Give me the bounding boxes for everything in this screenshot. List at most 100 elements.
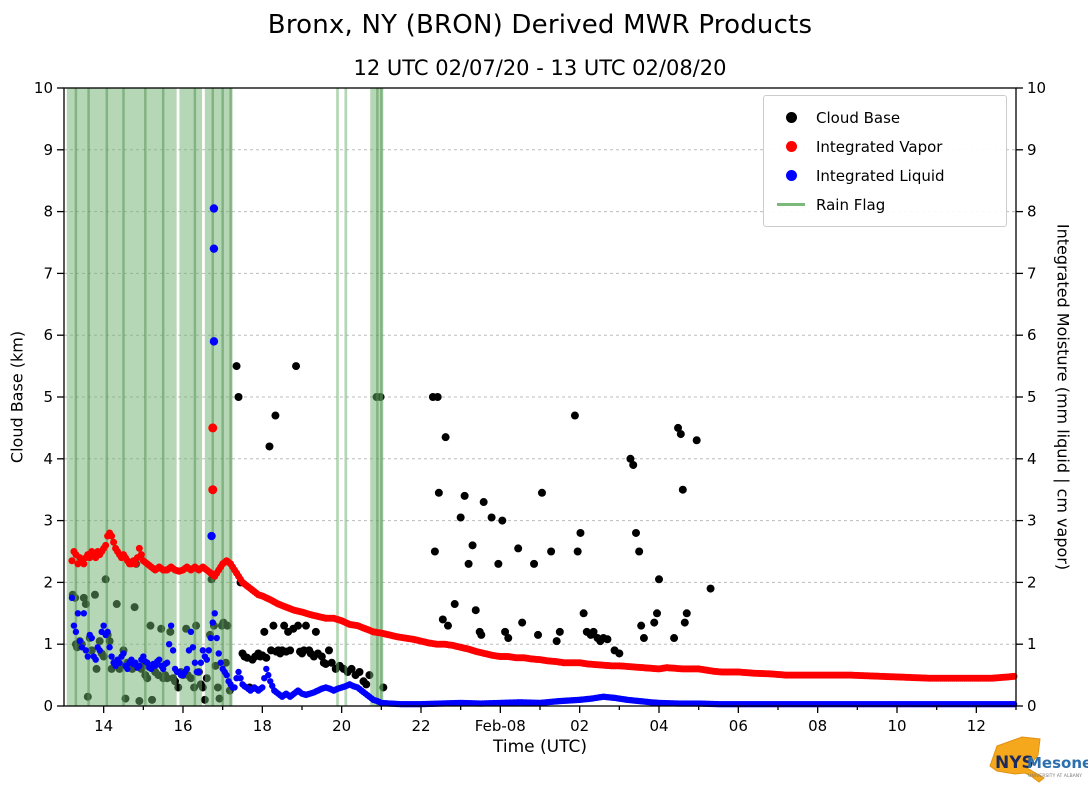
- integrated-liquid-point: [120, 650, 127, 657]
- legend-item-rain-flag: Rain Flag: [764, 190, 1006, 219]
- legend-item-integrated-liquid: Integrated Liquid: [764, 161, 1006, 190]
- cloud-base-point: [603, 635, 612, 644]
- integrated-liquid-point: [108, 653, 115, 660]
- integrated-liquid-outlier-point: [207, 531, 216, 541]
- cloud-base-point: [468, 541, 477, 550]
- rain-band: [344, 88, 348, 706]
- y-tick-label-right: 6: [1027, 326, 1037, 344]
- cloud-base-point: [460, 491, 469, 500]
- integrated-liquid-point: [124, 665, 131, 673]
- cloud-base-point: [450, 600, 459, 609]
- legend-item-cloud-base: Cloud Base: [764, 103, 1006, 132]
- cloud-base-point: [430, 547, 439, 556]
- y-tick-label-left: 7: [43, 264, 53, 282]
- integrated-liquid-point: [207, 634, 214, 642]
- cloud-base-point: [579, 609, 588, 618]
- integrated-vapor-point: [110, 538, 118, 546]
- cloud-base-point: [434, 488, 443, 497]
- cloud-base-point: [631, 528, 640, 537]
- x-tick-label: Feb-08: [475, 717, 526, 735]
- legend-dot-icon: [776, 170, 806, 181]
- legend-marker-swatch: [785, 170, 797, 181]
- legend-dot-icon: [776, 112, 806, 123]
- integrated-liquid-point: [209, 619, 216, 626]
- cloud-base-point: [311, 627, 320, 636]
- cloud-base-point: [433, 393, 442, 401]
- integrated-liquid-point: [217, 659, 224, 666]
- integrated-vapor-point: [131, 560, 139, 568]
- cloud-base-point: [265, 442, 274, 451]
- integrated-liquid-point: [189, 644, 197, 651]
- cloud-base-point: [301, 621, 310, 630]
- cloud-base-point: [262, 653, 271, 662]
- cloud-base-point: [547, 547, 556, 556]
- integrated-liquid-point: [263, 665, 270, 673]
- y-tick-label-left: 2: [43, 573, 53, 591]
- integrated-liquid-point: [215, 650, 222, 657]
- cloud-base-point: [650, 618, 659, 627]
- logo-text-nys: NYS: [995, 753, 1034, 773]
- integrated-liquid-point: [82, 647, 90, 654]
- integrated-vapor-point: [137, 551, 145, 559]
- integrated-liquid-point: [265, 671, 272, 679]
- integrated-liquid-point: [70, 622, 78, 629]
- integrated-liquid-point: [144, 659, 151, 666]
- integrated-liquid-point: [223, 671, 230, 679]
- cloud-base-point: [269, 621, 278, 630]
- cloud-base-point: [280, 621, 289, 630]
- y-axis-label-right: Integrated Moisture (mm liquid | cm vapo…: [1053, 223, 1073, 571]
- rain-band: [336, 88, 339, 706]
- cloud-base-point: [456, 513, 465, 522]
- integrated-liquid-outlier-point: [209, 204, 219, 213]
- y-tick-label-right: 3: [1027, 512, 1037, 530]
- logo-text-mesonet: Mesonet: [1027, 754, 1088, 772]
- integrated-liquid-point: [96, 647, 103, 654]
- cloud-base-point: [260, 627, 269, 636]
- cloud-base-point: [537, 488, 546, 497]
- cloud-base-point: [271, 411, 280, 420]
- cloud-base-point: [682, 609, 691, 618]
- integrated-liquid-point: [231, 684, 238, 691]
- x-tick-label: 22: [411, 717, 430, 735]
- x-tick-label: 02: [570, 717, 589, 735]
- integrated-liquid-point: [106, 644, 113, 651]
- axes-frame: [57, 87, 1023, 713]
- integrated-liquid-point: [169, 647, 177, 654]
- cloud-base-point: [232, 362, 241, 371]
- integrated-liquid-point: [199, 647, 207, 654]
- y-tick-label-left: 6: [43, 326, 53, 344]
- legend-line-icon: [776, 203, 806, 206]
- integrated-vapor-point: [102, 541, 110, 549]
- nys-mesonet-logo: NYS Mesonet UNIVERSITY AT ALBANY: [989, 736, 1088, 783]
- x-tick-label: 10: [887, 717, 906, 735]
- integrated-liquid-point: [195, 668, 203, 676]
- integrated-vapor-point: [135, 544, 143, 552]
- y-tick-label-left: 4: [43, 450, 53, 468]
- cloud-base-point: [615, 649, 624, 658]
- cloud-base-point: [555, 627, 564, 636]
- cloud-base-point: [504, 634, 513, 643]
- legend-marker-swatch: [785, 141, 797, 152]
- y-tick-label-left: 8: [43, 203, 53, 221]
- integrated-liquid-point: [140, 653, 147, 660]
- y-tick-label-left: 1: [43, 635, 53, 653]
- cloud-base-point: [635, 547, 644, 556]
- x-tick-label: 08: [808, 717, 827, 735]
- integrated-liquid-point: [84, 653, 92, 660]
- cloud-base-point: [518, 618, 527, 627]
- legend: Cloud Base Integrated Vapor Integrated Liq…: [763, 95, 1007, 227]
- cloud-base-point: [637, 621, 646, 630]
- x-tick-label: 18: [253, 717, 272, 735]
- integrated-liquid-point: [163, 659, 171, 666]
- legend-dot-icon: [776, 141, 806, 152]
- y-tick-label-right: 1: [1027, 635, 1037, 653]
- integrated-liquid-point: [104, 628, 111, 636]
- cloud-base-point: [494, 559, 503, 568]
- integrated-vapor-outlier-point: [208, 485, 218, 495]
- integrated-liquid-point: [197, 659, 205, 666]
- cloud-base-point: [576, 528, 585, 537]
- legend-label: Rain Flag: [816, 195, 886, 214]
- cloud-base-point: [355, 668, 364, 677]
- y-tick-label-right: 8: [1027, 203, 1037, 221]
